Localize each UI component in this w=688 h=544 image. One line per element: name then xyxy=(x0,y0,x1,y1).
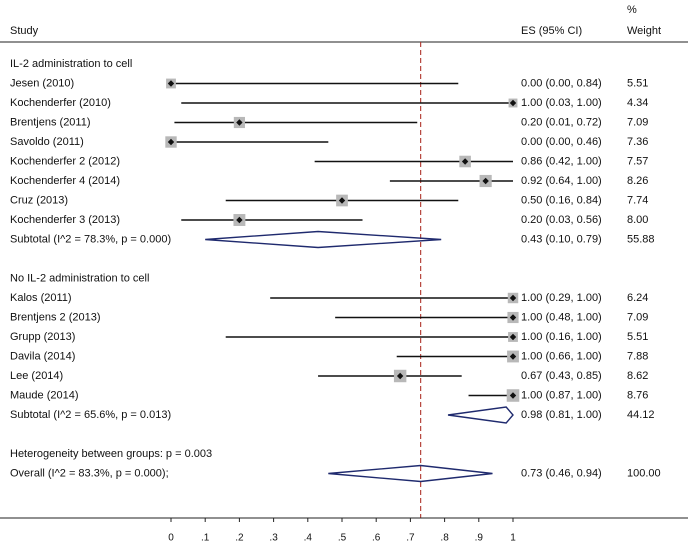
study-label: Brentjens 2 (2013) xyxy=(10,311,101,323)
x-tick-label: 1 xyxy=(510,533,516,544)
study-label: Kalos (2011) xyxy=(10,292,72,304)
weight-value: 7.74 xyxy=(627,194,648,206)
weight-value: 4.34 xyxy=(627,97,648,109)
weight-value: 7.09 xyxy=(627,116,648,128)
weight-value: 8.00 xyxy=(627,214,648,226)
es-ci-value: 1.00 (0.87, 1.00) xyxy=(521,389,602,401)
point-estimate xyxy=(461,158,469,165)
subtotal-weight: 55.88 xyxy=(627,233,655,245)
es-ci-value: 0.20 (0.01, 0.72) xyxy=(521,116,602,128)
point-estimate xyxy=(509,99,517,107)
weight-value: 8.26 xyxy=(627,175,648,187)
point-estimate xyxy=(396,372,404,380)
overall-weight: 100.00 xyxy=(627,467,661,479)
x-tick-label: .5 xyxy=(338,533,347,544)
subtotal-es-ci: 0.43 (0.10, 0.79) xyxy=(521,233,602,245)
weight-value: 5.51 xyxy=(627,77,648,89)
weight-value: 7.57 xyxy=(627,155,648,167)
study-label: Maude (2014) xyxy=(10,389,79,401)
weight-value: 6.24 xyxy=(627,292,648,304)
es-ci-value: 1.00 (0.48, 1.00) xyxy=(521,311,602,323)
study-label: Brentjens (2011) xyxy=(10,116,91,128)
study-label: Savoldo (2011) xyxy=(10,136,84,148)
overall-label: Overall (I^2 = 83.3%, p = 0.000); xyxy=(10,467,169,479)
x-tick-label: .1 xyxy=(201,533,210,544)
study-label: Kochenderfer 2 (2012) xyxy=(10,155,120,167)
header-es: ES (95% CI) xyxy=(521,25,582,37)
study-label: Kochenderfer 4 (2014) xyxy=(10,175,120,187)
study-label: Kochenderfer 3 (2013) xyxy=(10,214,120,226)
x-tick-label: .4 xyxy=(304,533,313,544)
weight-value: 7.88 xyxy=(627,350,648,362)
es-ci-value: 1.00 (0.03, 1.00) xyxy=(521,97,602,109)
point-estimate xyxy=(509,294,517,302)
study-label: Cruz (2013) xyxy=(10,194,68,206)
x-tick-label: .2 xyxy=(235,533,244,544)
study-label: Lee (2014) xyxy=(10,370,63,382)
point-estimate xyxy=(236,119,243,126)
subtotal-diamond xyxy=(205,230,442,249)
weight-value: 8.62 xyxy=(627,370,648,382)
point-estimate xyxy=(509,353,517,360)
es-ci-value: 1.00 (0.16, 1.00) xyxy=(521,331,602,343)
header-study: Study xyxy=(10,25,39,37)
es-ci-value: 0.92 (0.64, 1.00) xyxy=(521,175,602,187)
point-estimate xyxy=(509,333,517,341)
es-ci-value: 0.50 (0.16, 0.84) xyxy=(521,194,602,206)
point-estimate xyxy=(167,80,175,87)
x-tick-label: .3 xyxy=(269,533,278,544)
study-label: Davila (2014) xyxy=(10,350,75,362)
weight-value: 7.09 xyxy=(627,311,648,323)
subtotal-weight: 44.12 xyxy=(627,409,655,421)
subtotal-es-ci: 0.98 (0.81, 1.00) xyxy=(521,409,602,421)
point-estimate xyxy=(338,197,346,204)
weight-value: 5.51 xyxy=(627,331,648,343)
es-ci-value: 0.00 (0.00, 0.84) xyxy=(521,77,602,89)
subtotal-diamond xyxy=(447,406,514,424)
subtotal-label: Subtotal (I^2 = 78.3%, p = 0.000) xyxy=(10,233,171,245)
point-estimate xyxy=(509,314,517,321)
header-weight: Weight xyxy=(627,25,661,37)
heterogeneity-text: Heterogeneity between groups: p = 0.003 xyxy=(10,448,212,460)
es-ci-value: 1.00 (0.66, 1.00) xyxy=(521,350,602,362)
es-ci-value: 0.00 (0.00, 0.46) xyxy=(521,136,602,148)
point-estimate xyxy=(482,177,489,185)
es-ci-value: 0.86 (0.42, 1.00) xyxy=(521,155,602,167)
weight-value: 7.36 xyxy=(627,136,648,148)
overall-es-ci: 0.73 (0.46, 0.94) xyxy=(521,467,602,479)
x-tick-label: 0 xyxy=(168,533,174,544)
point-estimate xyxy=(509,392,517,399)
x-tick-label: .9 xyxy=(475,533,484,544)
weight-value: 8.76 xyxy=(627,389,648,401)
es-ci-value: 0.20 (0.03, 0.56) xyxy=(521,214,602,226)
study-label: Jesen (2010) xyxy=(10,77,74,89)
point-estimate xyxy=(167,138,175,146)
x-tick-label: .8 xyxy=(440,533,449,544)
point-estimate xyxy=(236,216,243,224)
es-ci-value: 1.00 (0.29, 1.00) xyxy=(521,292,602,304)
study-label: Kochenderfer (2010) xyxy=(10,97,111,109)
subtotal-label: Subtotal (I^2 = 65.6%, p = 0.013) xyxy=(10,409,171,421)
x-tick-label: .7 xyxy=(406,533,415,544)
group-label-0: IL-2 administration to cell xyxy=(10,58,132,70)
group-label-1: No IL-2 administration to cell xyxy=(10,272,149,284)
study-label: Grupp (2013) xyxy=(10,331,75,343)
overall-diamond xyxy=(328,464,493,483)
es-ci-value: 0.67 (0.43, 0.85) xyxy=(521,370,602,382)
x-tick-label: .6 xyxy=(372,533,381,544)
header-weight-pct: % xyxy=(627,4,637,16)
